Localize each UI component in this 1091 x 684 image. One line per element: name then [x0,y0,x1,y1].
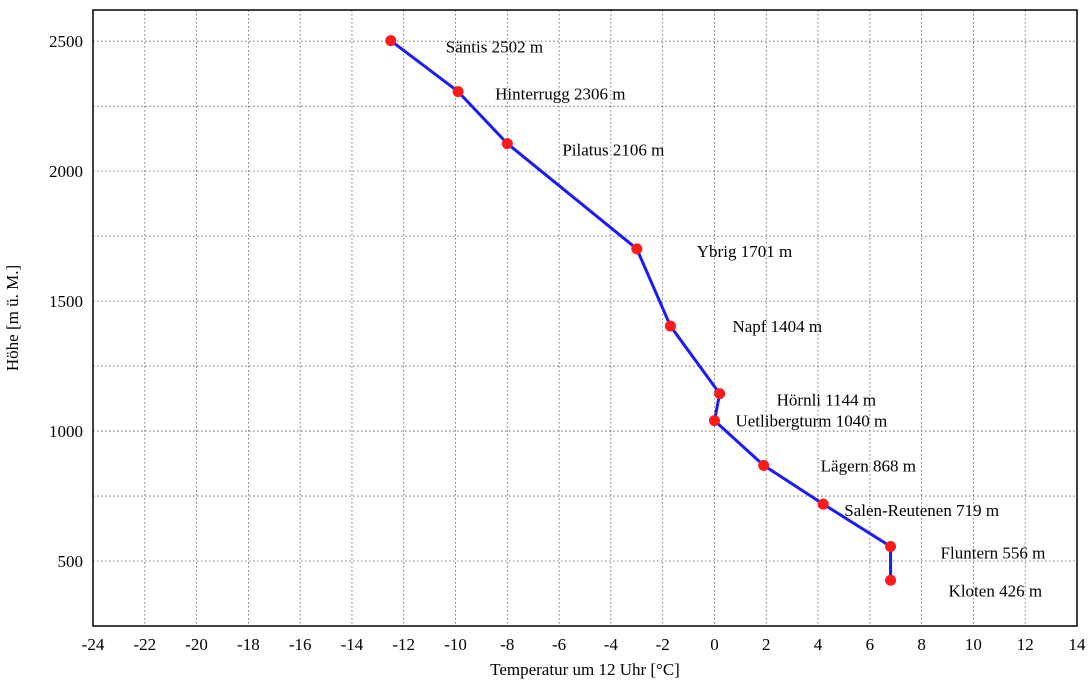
x-tick-label: 6 [866,635,875,654]
point-label: Säntis 2502 m [446,38,543,57]
x-tick-label: 10 [965,635,982,654]
y-tick-label: 500 [58,552,84,571]
data-point [817,498,829,510]
x-tick-label: 8 [917,635,926,654]
x-tick-label: -12 [392,635,415,654]
x-tick-label: 2 [762,635,771,654]
y-tick-label: 1500 [49,292,83,311]
y-tick-label: 2500 [49,32,83,51]
x-axis-label: Temperatur um 12 Uhr [°C] [490,660,680,679]
x-tick-label: -14 [341,635,364,654]
x-tick-label: -8 [500,635,514,654]
data-point [885,540,897,552]
x-tick-label: -6 [552,635,566,654]
x-tick-label: -22 [133,635,156,654]
point-label: Fluntern 556 m [941,543,1046,562]
y-tick-label: 2000 [49,162,83,181]
point-label: Napf 1404 m [732,317,822,336]
data-point [885,574,897,586]
x-tick-label: 14 [1069,635,1087,654]
data-point [452,86,464,98]
x-tick-label: -18 [237,635,260,654]
x-tick-label: 12 [1017,635,1034,654]
data-point [385,35,397,47]
y-axis-label: Höhe [m ü. M.] [3,265,22,371]
x-tick-label: -4 [604,635,619,654]
x-tick-label: 0 [710,635,719,654]
point-label: Lägern 868 m [821,456,916,475]
series-line [389,39,893,581]
x-tick-label: -10 [444,635,467,654]
point-label: Hinterrugg 2306 m [495,85,625,104]
x-tick-label: -16 [289,635,312,654]
point-label: Pilatus 2106 m [562,141,664,160]
point-labels: Säntis 2502 m Hinterrugg 2306 m Pilatus 21… [446,38,1046,601]
tick-labels: -24 -22 -20 -18 -16 -14 -12 -10 -8 -6 -4 -2 0 2 4 6 8 10 1… [49,32,1086,654]
point-label: Hörnli 1144 m [777,391,876,410]
x-tick-label: -2 [656,635,670,654]
series [385,35,897,586]
data-point [501,138,513,150]
data-point [758,459,770,471]
point-label: Salen-Reutenen 719 m [844,501,999,520]
x-tick-label: -24 [82,635,105,654]
x-tick-label: -20 [185,635,208,654]
y-tick-label: 1000 [49,422,83,441]
plot-frame [92,9,1078,627]
point-label: Ybrig 1701 m [697,242,792,261]
data-point [714,388,726,400]
x-tick-label: 4 [814,635,823,654]
data-point [664,320,676,332]
point-label: Kloten 426 m [949,581,1042,600]
point-label: Uetlibergturm 1040 m [735,412,887,431]
data-point [708,415,720,427]
data-point [631,243,643,255]
